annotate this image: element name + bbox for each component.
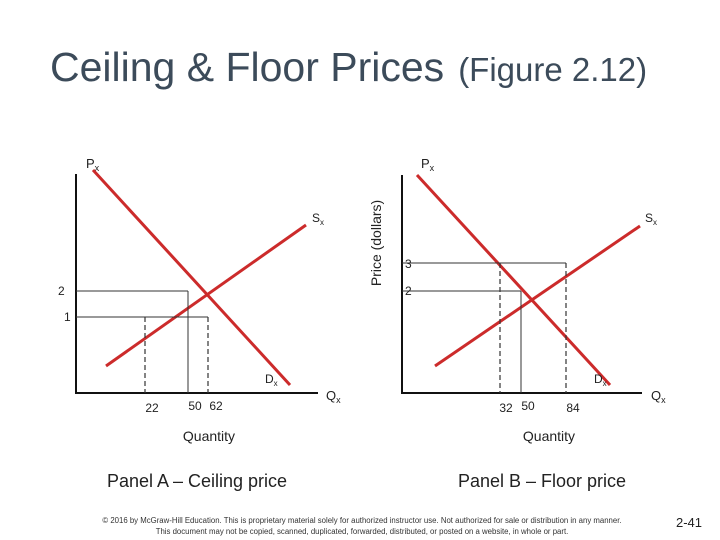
panel-b-quantity-tick: 84 xyxy=(566,401,580,415)
slide-title: Ceiling & Floor Prices (Figure 2.12) xyxy=(50,44,647,91)
price-axis-title: Price (dollars) xyxy=(368,200,384,286)
panel-a-quantity-tick: 62 xyxy=(209,399,223,413)
panel-b-quantity-tick: 50 xyxy=(521,399,535,413)
panel-b-quantity-tick: 32 xyxy=(499,401,513,415)
panel-a-x-axis-label: Qx xyxy=(326,388,341,405)
panel-b-caption: Panel B – Floor price xyxy=(458,471,626,491)
copyright-line: © 2016 by McGraw-Hill Education. This is… xyxy=(102,516,622,525)
panel-b-x-axis-title: Quantity xyxy=(523,428,575,444)
panel-b-x-axis-label: Qx xyxy=(651,388,666,405)
slide-title-main: Ceiling & Floor Prices xyxy=(50,44,445,90)
panel-b-demand-label: Dx xyxy=(594,372,607,388)
panel-b-supply-curve xyxy=(434,224,641,368)
panel-a-x-axis-title: Quantity xyxy=(183,428,235,444)
slide-title-figure-ref: (Figure 2.12) xyxy=(458,51,648,88)
copyright-notice: © 2016 by McGraw-Hill Education. This is… xyxy=(62,515,662,537)
panel-a-caption: Panel A – Ceiling price xyxy=(107,471,287,491)
panel-a-y-axis-label: Px xyxy=(86,156,100,173)
panel-b-y-axis-label: Px xyxy=(421,156,435,173)
panel-a-price-tick: 1 xyxy=(64,310,71,324)
panel-a-price-tick: 2 xyxy=(58,284,65,298)
panel-a-quantity-tick: 22 xyxy=(145,401,159,415)
panel-a-ceiling-diagram: Px Qx Sx Dx 2 1 22 50 62 Quantity Panel … xyxy=(58,156,341,491)
panel-b-floor-diagram: Px Qx Sx Dx 3 2 32 50 84 Quantity Panel … xyxy=(401,156,666,491)
panel-b-supply-label: Sx xyxy=(645,211,657,227)
panel-a-supply-label: Sx xyxy=(312,211,324,227)
panel-b-demand-curve xyxy=(415,173,612,387)
copyright-line: This document may not be copied, scanned… xyxy=(155,527,569,536)
slide-number: 2-41 xyxy=(676,515,703,530)
panel-a-demand-label: Dx xyxy=(265,372,278,388)
panel-a-supply-curve xyxy=(105,223,307,368)
panel-b-price-tick: 2 xyxy=(405,284,412,298)
panel-a-quantity-tick: 50 xyxy=(188,399,202,413)
panel-a-demand-curve xyxy=(91,168,292,387)
panel-b-price-tick: 3 xyxy=(405,257,412,271)
